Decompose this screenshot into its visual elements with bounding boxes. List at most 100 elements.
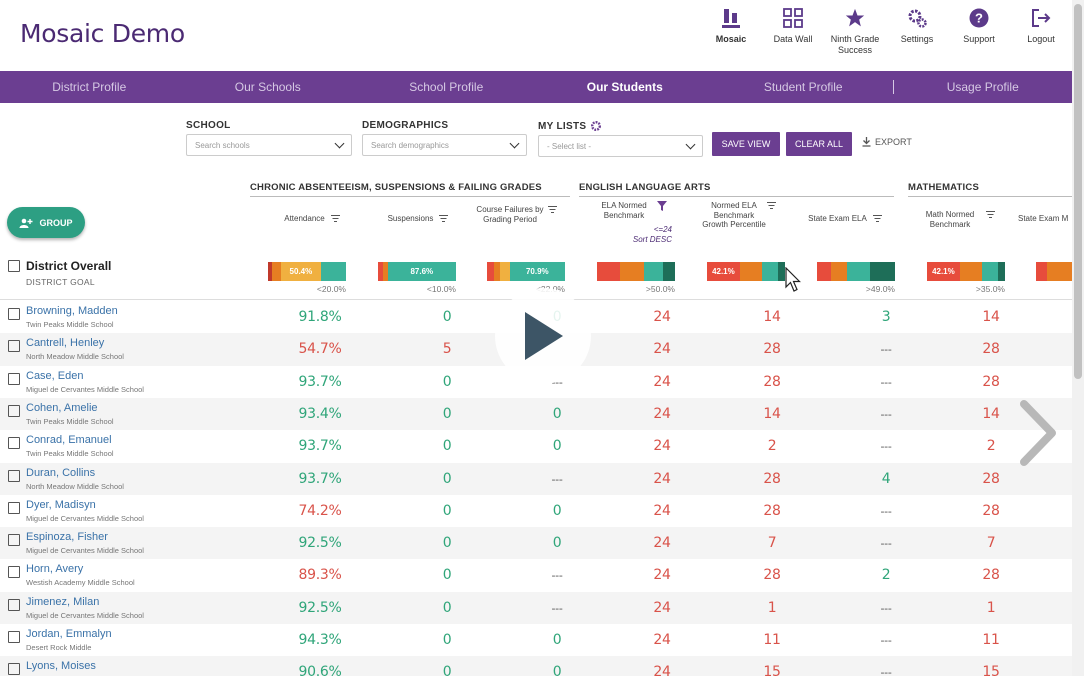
col-math-normed[interactable]: Math Normed Benchmark bbox=[918, 210, 982, 229]
school-filter: SCHOOL Search schools bbox=[186, 120, 352, 156]
student-name-link[interactable]: Cantrell, Henley bbox=[26, 337, 105, 350]
my-lists-select[interactable]: - Select list - bbox=[538, 135, 703, 157]
col-ela-normed[interactable]: ELA Normed Benchmark bbox=[593, 201, 655, 220]
filter-lines-icon[interactable] bbox=[439, 215, 449, 223]
cell-state: 3 bbox=[881, 309, 891, 325]
table-row: Duran, Collins North Meadow Middle School… bbox=[0, 462, 1072, 495]
bar-segment bbox=[320, 262, 346, 281]
student-school: North Meadow Middle School bbox=[26, 352, 124, 362]
col-suspensions[interactable]: Suspensions bbox=[368, 214, 468, 224]
funnel-icon[interactable] bbox=[657, 201, 667, 211]
bar-segment bbox=[378, 262, 383, 281]
col-state-ela[interactable]: State Exam ELA bbox=[790, 214, 900, 224]
tab-school-profile[interactable]: School Profile bbox=[409, 80, 484, 94]
student-name-link[interactable]: Conrad, Emanuel bbox=[26, 434, 112, 447]
row-checkbox[interactable] bbox=[8, 501, 20, 514]
gear-icon[interactable] bbox=[590, 120, 602, 132]
star-icon bbox=[844, 7, 866, 29]
row-checkbox[interactable] bbox=[8, 372, 20, 385]
clear-all-button[interactable]: CLEAR ALL bbox=[786, 132, 852, 156]
student-name-link[interactable]: Duran, Collins bbox=[26, 466, 96, 479]
student-name-link[interactable]: Espinoza, Fisher bbox=[26, 531, 108, 544]
filter-lines-icon[interactable] bbox=[330, 215, 340, 223]
cell-cf: 0 bbox=[552, 535, 562, 552]
row-checkbox[interactable] bbox=[8, 469, 20, 482]
cell-att: 92.5% bbox=[298, 599, 342, 616]
tab-student-profile[interactable]: Student Profile bbox=[763, 80, 843, 94]
row-checkbox[interactable] bbox=[8, 340, 20, 353]
vertical-scrollbar[interactable] bbox=[1072, 0, 1084, 676]
tab-our-schools[interactable]: Our Schools bbox=[234, 80, 301, 94]
district-checkbox[interactable] bbox=[8, 260, 20, 272]
row-checkbox[interactable] bbox=[8, 308, 20, 320]
filter-lines-icon[interactable] bbox=[548, 206, 557, 213]
col-ela-growth[interactable]: Normed ELA Benchmark Growth Percentile bbox=[700, 201, 768, 230]
filter-lines-icon[interactable] bbox=[872, 215, 882, 223]
bar-percent-label: 70.9% bbox=[525, 267, 549, 276]
student-name-link[interactable]: Jordan, Emmalyn bbox=[26, 628, 112, 640]
student-school: Miguel de Cervantes Middle School bbox=[26, 513, 144, 523]
top-nav-settings[interactable]: Settings bbox=[886, 7, 948, 56]
cell-ela: 24 bbox=[653, 502, 671, 519]
cell-state: --- bbox=[880, 407, 892, 421]
top-nav-support[interactable]: ? Support bbox=[948, 7, 1010, 56]
cell-growth: 15 bbox=[763, 664, 781, 676]
ela-filter-note: <=24 Sort DESC bbox=[612, 225, 672, 244]
top-nav-ninth-grade[interactable]: Ninth Grade Success bbox=[824, 7, 886, 56]
next-arrow-icon[interactable] bbox=[1018, 400, 1058, 466]
cell-att: 93.7% bbox=[298, 438, 342, 455]
student-name-link[interactable]: Case, Eden bbox=[26, 369, 84, 382]
ela-sort-note: Sort DESC bbox=[632, 234, 672, 244]
row-checkbox[interactable] bbox=[8, 598, 20, 611]
col-attendance[interactable]: Attendance bbox=[262, 214, 362, 224]
save-view-button[interactable]: SAVE VIEW bbox=[712, 132, 780, 156]
table-row: Dyer, Madisyn Miguel de Cervantes Middle … bbox=[0, 495, 1072, 527]
scrollbar-thumb[interactable] bbox=[1074, 4, 1082, 379]
top-nav-data-wall[interactable]: Data Wall bbox=[762, 7, 824, 56]
top-nav-logout[interactable]: Logout bbox=[1010, 7, 1072, 56]
student-name-link[interactable]: Browning, Madden bbox=[26, 305, 118, 317]
tab-district-profile[interactable]: District Profile bbox=[52, 80, 127, 94]
cell-att: 93.4% bbox=[298, 405, 342, 422]
student-name-link[interactable]: Lyons, Moises bbox=[26, 660, 96, 673]
bar-segment bbox=[870, 262, 895, 281]
col-attendance-label: Attendance bbox=[284, 214, 325, 223]
tab-our-students[interactable]: Our Students bbox=[586, 80, 663, 94]
group-button[interactable]: GROUP bbox=[7, 207, 85, 238]
row-checkbox[interactable] bbox=[8, 404, 20, 417]
student-name-link[interactable]: Dyer, Madisyn bbox=[26, 498, 96, 511]
play-button[interactable] bbox=[495, 288, 591, 384]
table-row: Case, Eden Miguel de Cervantes Middle Sch… bbox=[0, 366, 1072, 398]
cell-cf: --- bbox=[551, 601, 563, 615]
student-name-link[interactable]: Cohen, Amelie bbox=[26, 401, 98, 414]
row-checkbox[interactable] bbox=[8, 566, 20, 579]
top-nav-mosaic[interactable]: Mosaic bbox=[700, 7, 762, 56]
demographics-search-placeholder: Search demographics bbox=[371, 140, 449, 150]
row-checkbox[interactable] bbox=[8, 534, 20, 547]
student-name-link[interactable]: Jimenez, Milan bbox=[26, 595, 100, 608]
cell-att: 54.7% bbox=[298, 341, 342, 358]
col-state-math[interactable]: State Exam M bbox=[1018, 214, 1078, 224]
export-button[interactable]: EXPORT bbox=[862, 137, 912, 147]
col-course-failures[interactable]: Course Failures by Grading Period bbox=[470, 205, 550, 224]
student-school: Twin Peaks Middle School bbox=[26, 449, 114, 459]
row-checkbox[interactable] bbox=[8, 437, 20, 450]
filter-lines-icon[interactable] bbox=[767, 202, 776, 209]
student-school: Desert Rock Middle bbox=[26, 643, 92, 652]
cell-cf: --- bbox=[551, 569, 563, 583]
chevron-down-icon bbox=[509, 138, 520, 148]
export-label: EXPORT bbox=[875, 137, 912, 147]
bar-segment bbox=[1046, 262, 1072, 281]
row-checkbox[interactable] bbox=[8, 631, 20, 643]
filter-lines-icon[interactable] bbox=[986, 211, 995, 218]
tab-usage-profile[interactable]: Usage Profile bbox=[946, 80, 1019, 94]
row-checkbox[interactable] bbox=[8, 663, 20, 676]
student-school: Miguel de Cervantes Middle School bbox=[26, 384, 144, 394]
student-name-link[interactable]: Horn, Avery bbox=[26, 563, 84, 576]
cell-state: --- bbox=[880, 537, 892, 551]
demographics-search-input[interactable]: Search demographics bbox=[362, 134, 527, 156]
cell-growth: 28 bbox=[763, 373, 781, 390]
school-search-input[interactable]: Search schools bbox=[186, 134, 352, 156]
cell-growth: 1 bbox=[767, 599, 777, 616]
table-row: Cohen, Amelie Twin Peaks Middle School 93.… bbox=[0, 397, 1072, 431]
